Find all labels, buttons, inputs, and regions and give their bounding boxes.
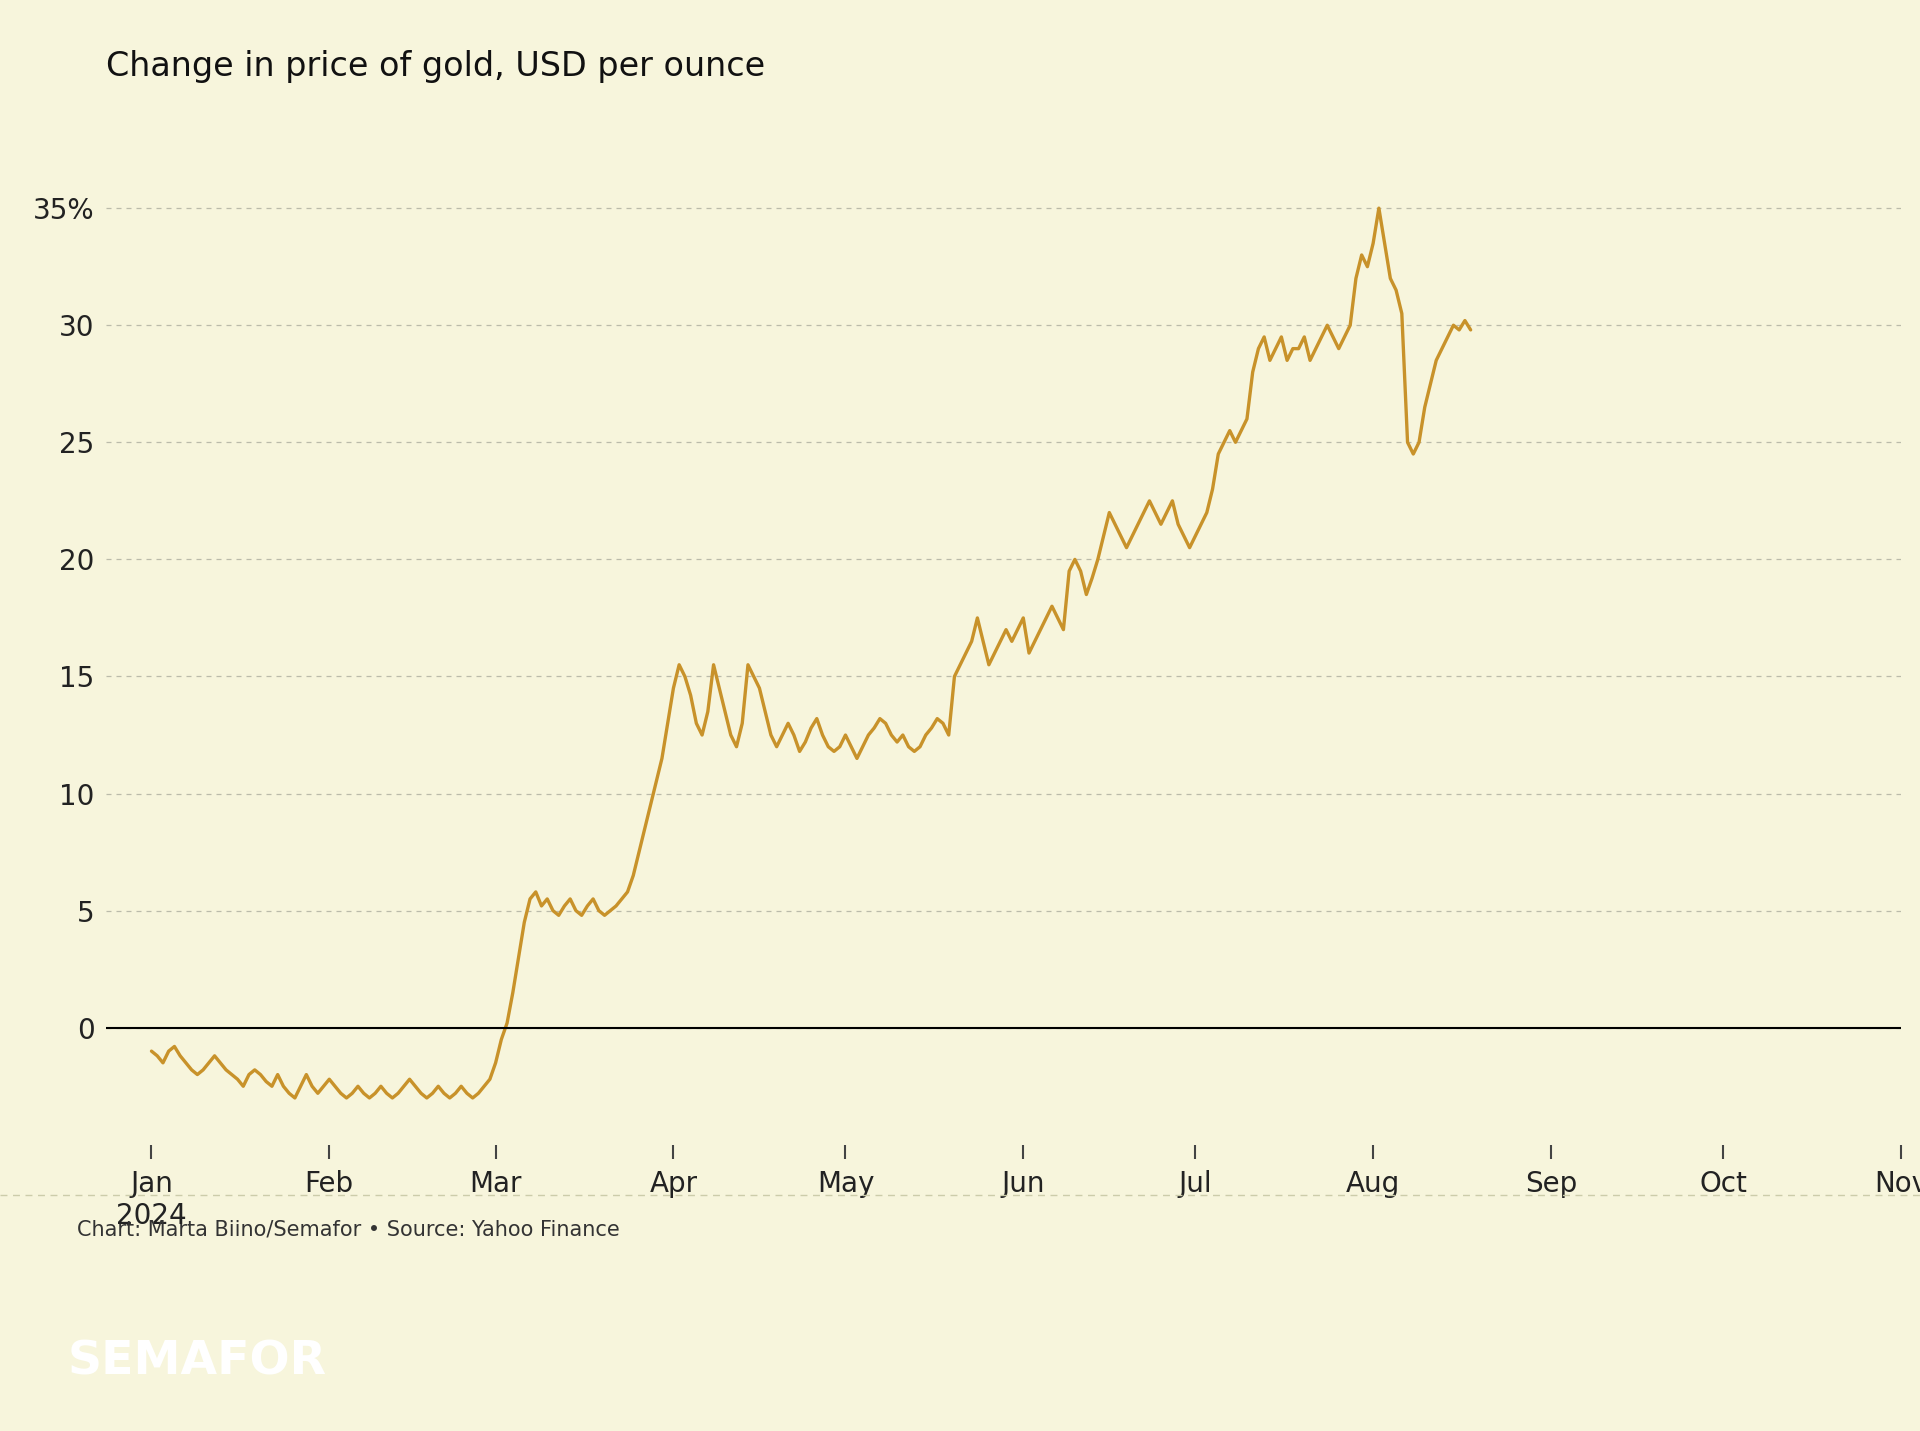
Text: SEMAFOR: SEMAFOR [67, 1339, 326, 1385]
Text: Chart: Marta Biino/Semafor • Source: Yahoo Finance: Chart: Marta Biino/Semafor • Source: Yah… [77, 1219, 620, 1239]
Text: Change in price of gold, USD per ounce: Change in price of gold, USD per ounce [106, 50, 764, 83]
